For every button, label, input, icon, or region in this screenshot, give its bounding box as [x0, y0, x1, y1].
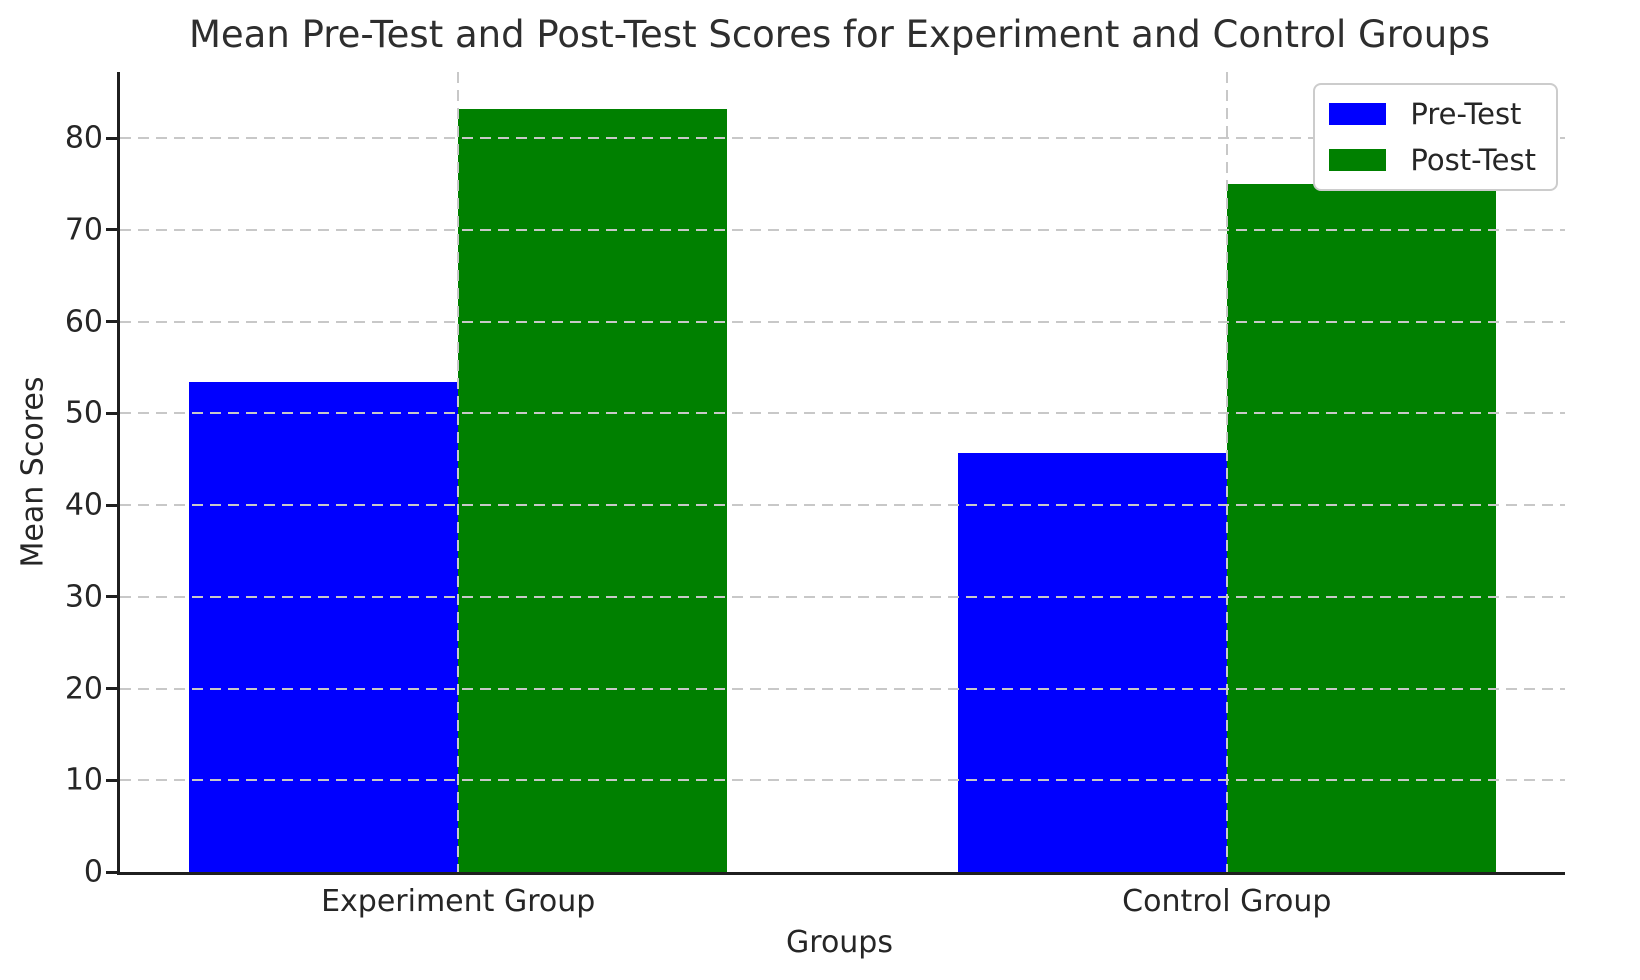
- legend-swatch-pre-test: [1329, 103, 1387, 125]
- bar-post-test-experiment-group: [458, 108, 728, 872]
- y-tick-label-40: 40: [64, 487, 103, 523]
- gridline-y-40: [120, 504, 1565, 507]
- legend-label-pre-test: Pre-Test: [1410, 97, 1522, 131]
- gridline-x-experiment-group: [457, 72, 460, 872]
- gridline-y-60: [120, 320, 1565, 323]
- gridline-y-30: [120, 595, 1565, 598]
- legend-item-pre-test: Pre-Test: [1329, 97, 1536, 131]
- y-tick-label-60: 60: [64, 304, 103, 340]
- y-tick-30: [106, 595, 117, 599]
- y-tick-label-70: 70: [64, 212, 103, 248]
- y-axis-label: Mean Scores: [15, 376, 51, 568]
- y-tick-10: [106, 778, 117, 782]
- gridline-y-80: [120, 137, 1565, 140]
- legend-item-post-test: Post-Test: [1329, 143, 1536, 177]
- gridline-y-20: [120, 687, 1565, 690]
- y-tick-label-30: 30: [64, 579, 103, 615]
- y-tick-label-80: 80: [64, 120, 103, 156]
- legend-label-post-test: Post-Test: [1410, 143, 1536, 177]
- y-tick-60: [106, 320, 117, 324]
- y-tick-label-0: 0: [83, 854, 103, 890]
- y-tick-50: [106, 411, 117, 415]
- bar-post-test-control-group: [1226, 183, 1496, 872]
- gridline-y-10: [120, 779, 1565, 782]
- bar-pre-test-experiment-group: [189, 382, 459, 872]
- bar-pre-test-control-group: [957, 452, 1227, 872]
- x-tick-label-control-group: Control Group: [1122, 884, 1332, 919]
- gridline-x-control-group: [1225, 72, 1228, 872]
- y-tick-20: [106, 687, 117, 690]
- y-tick-70: [106, 228, 117, 232]
- x-axis-label: Groups: [786, 925, 893, 960]
- plot-area: 0 10 20 30 40 50 60 70 80 Experiment Group Control…: [65, 72, 1565, 919]
- y-tick-40: [106, 503, 117, 507]
- y-tick-label-20: 20: [64, 671, 103, 706]
- chart-title: Mean Pre-Test and Post-Test Scores for E…: [189, 13, 1490, 56]
- y-tick-80: [106, 136, 117, 140]
- y-tick-label-50: 50: [64, 395, 103, 431]
- gridline-y-50: [120, 412, 1565, 415]
- y-tick-label-10: 10: [64, 762, 103, 798]
- gridline-y-70: [120, 228, 1565, 231]
- y-tick-0: [106, 870, 117, 874]
- legend-swatch-post-test: [1329, 149, 1387, 171]
- legend: Pre-Test Post-Test: [1313, 83, 1558, 191]
- x-tick-label-experiment-group: Experiment Group: [321, 884, 596, 919]
